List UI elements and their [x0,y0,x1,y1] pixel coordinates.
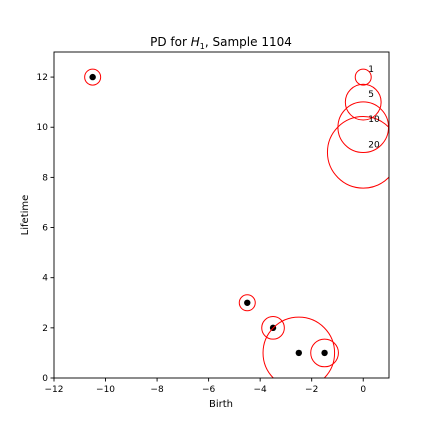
x-tick-label: −2 [305,385,318,395]
multiplicity-circle [262,316,336,378]
x-tick-label: −8 [150,385,164,395]
axes-frame [53,51,390,379]
axes: −12 −10 −8 −6 −4 −2 0 0 2 4 6 8 10 12 [37,51,390,395]
legend-size-circle [344,83,382,121]
multiplicity-circle [261,316,285,340]
x-axis-label: Birth [209,399,233,410]
data-point [321,349,328,357]
multiplicity-circle [84,68,102,86]
data-point [295,349,303,357]
y-tick-label: 0 [42,374,48,384]
chart-title-prefix: PD for [150,35,191,49]
y-tick-label: 2 [42,324,48,334]
legend-size-circle [354,68,372,86]
y-tick-label: 10 [37,123,49,133]
plot-marks [84,68,389,378]
x-tick-label: 0 [360,385,366,395]
legend-size-circle [326,116,389,189]
multiplicity-circle [238,294,256,312]
chart-title-subscript: 1 [200,42,205,51]
x-tick-label: −6 [202,385,216,395]
data-point [89,73,96,81]
chart-title-math: H [191,35,200,49]
y-tick-label: 12 [37,73,48,83]
y-axis-label: Lifetime [20,195,31,236]
plot-area [54,52,389,378]
legend-size-label: 10 [368,115,380,125]
y-tick-label: 4 [42,274,48,284]
chart-title: PD for H1, Sample 1104 [150,35,292,51]
x-tick-label: −12 [45,385,64,395]
legend-size-label: 5 [368,90,374,100]
data-point [244,299,251,306]
y-tick-label: 8 [42,173,48,183]
x-tick-label: −4 [254,385,268,395]
legend-size-label: 20 [368,140,380,150]
y-tick-label: 6 [42,224,48,234]
multiplicity-circle [310,338,339,368]
legend-size-label: 1 [368,65,374,75]
x-tick-label: −10 [96,385,115,395]
chart-title-suffix: , Sample 1104 [205,35,292,49]
